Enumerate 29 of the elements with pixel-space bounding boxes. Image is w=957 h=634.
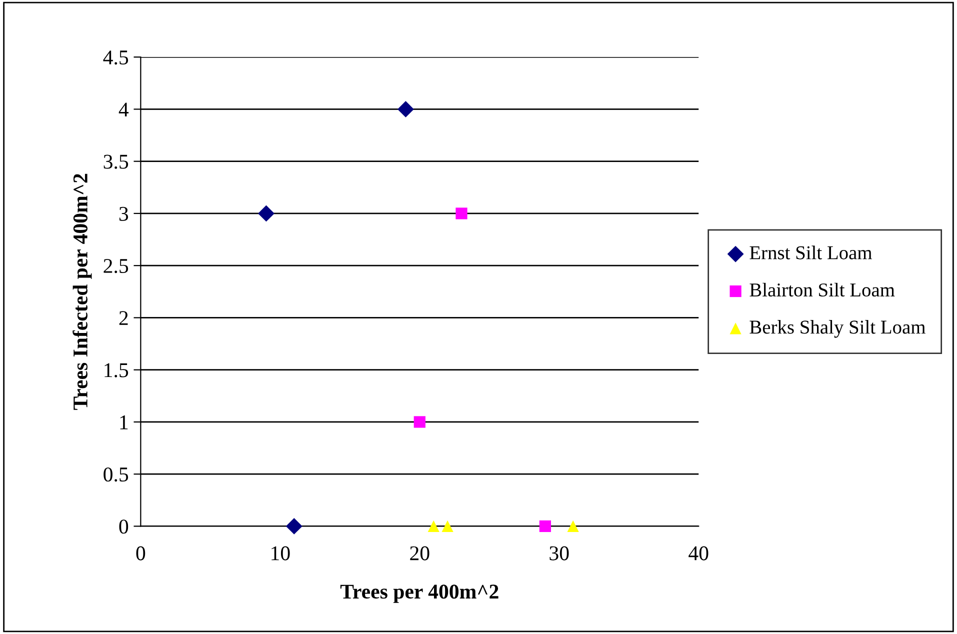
point	[442, 520, 454, 532]
y-tick-label: 0	[119, 520, 128, 534]
x-tick-label: 10	[272, 546, 290, 560]
point	[286, 518, 302, 534]
legend-label: Blairton Silt Loam	[750, 282, 895, 297]
point	[567, 520, 579, 532]
x-tick-label: 30	[550, 546, 569, 560]
x-tick-label: 40	[688, 546, 708, 560]
y-tick-label: 1.5	[104, 363, 128, 378]
x-tick-label: 0	[136, 546, 146, 560]
y-tick-label: 2	[119, 311, 128, 325]
point	[414, 416, 426, 428]
y-tick-label: 3.5	[104, 154, 128, 169]
legend-label: Berks Shaly Silt Loam	[750, 320, 926, 338]
y-tick-label: 0.5	[104, 467, 128, 482]
y-tick-label: 4.5	[103, 50, 128, 65]
y-axis-title: Trees Infected per 400m^2	[72, 174, 92, 410]
x-tick-label: 20	[410, 546, 430, 560]
legend-label: Ernst Silt Loam	[750, 246, 872, 260]
point	[456, 208, 468, 220]
y-tick-label: 3	[119, 206, 128, 221]
point	[258, 205, 274, 222]
x-axis-title: Trees per 400m^2	[340, 584, 498, 603]
point	[539, 520, 551, 532]
point	[397, 100, 414, 118]
y-tick-label: 2.5	[104, 259, 128, 274]
y-tick-label: 4	[118, 102, 129, 116]
y-tick-label: 1	[120, 415, 128, 430]
point	[428, 520, 440, 532]
